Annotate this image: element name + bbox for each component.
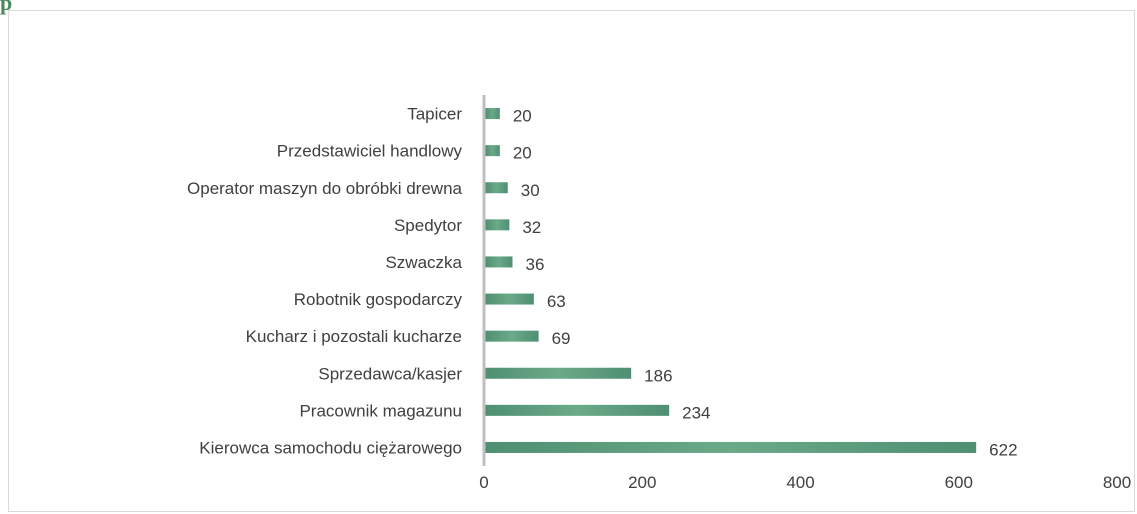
data-label: 36 bbox=[525, 255, 544, 274]
bar bbox=[485, 182, 508, 194]
category-label: Spedytor bbox=[394, 216, 462, 235]
bar bbox=[485, 293, 534, 305]
bar bbox=[485, 404, 670, 416]
data-label: 622 bbox=[989, 440, 1017, 459]
category-label: Sprzedawca/kasjer bbox=[318, 364, 462, 383]
data-label: 186 bbox=[644, 366, 672, 385]
category-label: Tapicer bbox=[407, 105, 462, 124]
chart-frame bbox=[8, 10, 1135, 512]
data-label: 20 bbox=[513, 144, 532, 163]
bars-layer bbox=[485, 108, 977, 453]
page-corner-glyph: p bbox=[0, 0, 13, 15]
category-label: Kucharz i pozostali kucharze bbox=[246, 327, 462, 346]
x-tick-label: 200 bbox=[628, 473, 656, 492]
category-label: Robotnik gospodarczy bbox=[294, 290, 463, 309]
category-labels: Kierowca samochodu ciężarowego Pracownik … bbox=[187, 105, 463, 458]
bar bbox=[485, 108, 500, 120]
bar bbox=[485, 256, 513, 268]
data-label: 30 bbox=[521, 181, 540, 200]
data-label: 32 bbox=[522, 218, 541, 237]
bar bbox=[485, 219, 510, 231]
bar bbox=[485, 330, 539, 342]
x-tick-label: 400 bbox=[786, 473, 814, 492]
x-tick-label: 800 bbox=[1103, 473, 1131, 492]
x-tick-label: 600 bbox=[945, 473, 973, 492]
bar bbox=[485, 441, 977, 453]
x-axis-ticks: 0 200 400 600 800 bbox=[479, 473, 1131, 492]
data-label: 20 bbox=[513, 107, 532, 126]
category-label: Operator maszyn do obróbki drewna bbox=[187, 179, 463, 198]
x-tick-label: 0 bbox=[479, 473, 488, 492]
category-label: Przedstawiciel handlowy bbox=[277, 142, 463, 161]
category-label: Pracownik magazunu bbox=[299, 401, 462, 420]
data-label: 63 bbox=[547, 292, 566, 311]
data-label: 69 bbox=[552, 329, 571, 348]
bar bbox=[485, 145, 500, 157]
data-label: 234 bbox=[682, 403, 710, 422]
bar bbox=[485, 367, 632, 379]
category-label: Kierowca samochodu ciężarowego bbox=[199, 438, 462, 457]
category-label: Szwaczka bbox=[385, 253, 462, 272]
